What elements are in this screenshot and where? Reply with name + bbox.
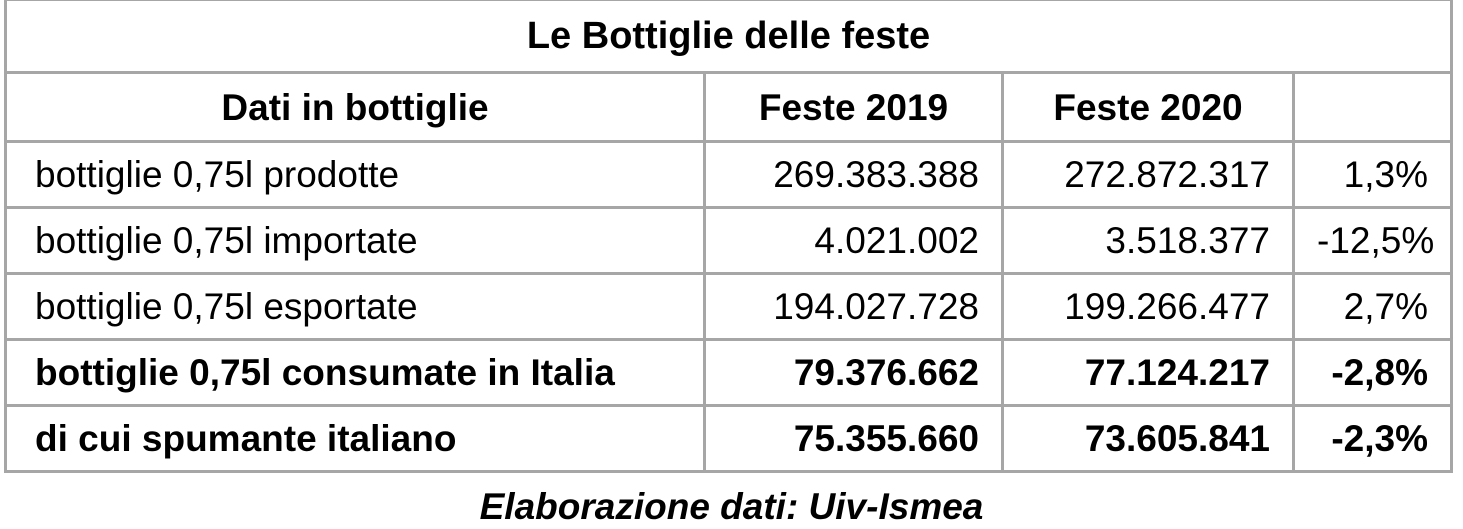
value-feste-2020: 73.605.841 [1001,404,1295,473]
value-variation: -2,8% [1292,338,1453,407]
row-label: bottiglie 0,75l consumate in Italia [4,338,706,407]
row-label: bottiglie 0,75l prodotte [4,140,706,209]
value-variation: -12,5% [1292,206,1453,275]
value-feste-2020: 199.266.477 [1001,272,1295,341]
bottles-table: Le Bottiglie delle feste Dati in bottigl… [4,0,1453,473]
bottles-table-container: Le Bottiglie delle feste Dati in bottigl… [4,0,1453,473]
table-row: di cui spumante italiano 75.355.660 73.6… [4,404,1453,473]
value-feste-2019: 79.376.662 [703,338,1004,407]
column-header-feste-2020: Feste 2020 [1001,71,1295,143]
table-row: bottiglie 0,75l prodotte 269.383.388 272… [4,140,1453,209]
value-feste-2020: 3.518.377 [1001,206,1295,275]
value-variation: -2,3% [1292,404,1453,473]
table-title: Le Bottiglie delle feste [4,0,1453,74]
column-header-dati: Dati in bottiglie [4,71,706,143]
value-feste-2019: 194.027.728 [703,272,1004,341]
value-feste-2019: 4.021.002 [703,206,1004,275]
header-row: Dati in bottiglie Feste 2019 Feste 2020 [4,71,1453,143]
value-feste-2020: 77.124.217 [1001,338,1295,407]
value-feste-2020: 272.872.317 [1001,140,1295,209]
row-label: bottiglie 0,75l importate [4,206,706,275]
row-label: di cui spumante italiano [4,404,706,473]
value-variation: 1,3% [1292,140,1453,209]
source-caption: Elaborazione dati: Uiv-Ismea [479,486,984,527]
value-feste-2019: 269.383.388 [703,140,1004,209]
table-row: bottiglie 0,75l consumate in Italia 79.3… [4,338,1453,407]
row-label: bottiglie 0,75l esportate [4,272,706,341]
table-row: bottiglie 0,75l esportate 194.027.728 19… [4,272,1453,341]
value-feste-2019: 75.355.660 [703,404,1004,473]
table-row: bottiglie 0,75l importate 4.021.002 3.51… [4,206,1453,275]
title-row: Le Bottiglie delle feste [4,0,1453,74]
column-header-feste-2019: Feste 2019 [703,71,1004,143]
column-header-variation [1292,71,1453,143]
value-variation: 2,7% [1292,272,1453,341]
